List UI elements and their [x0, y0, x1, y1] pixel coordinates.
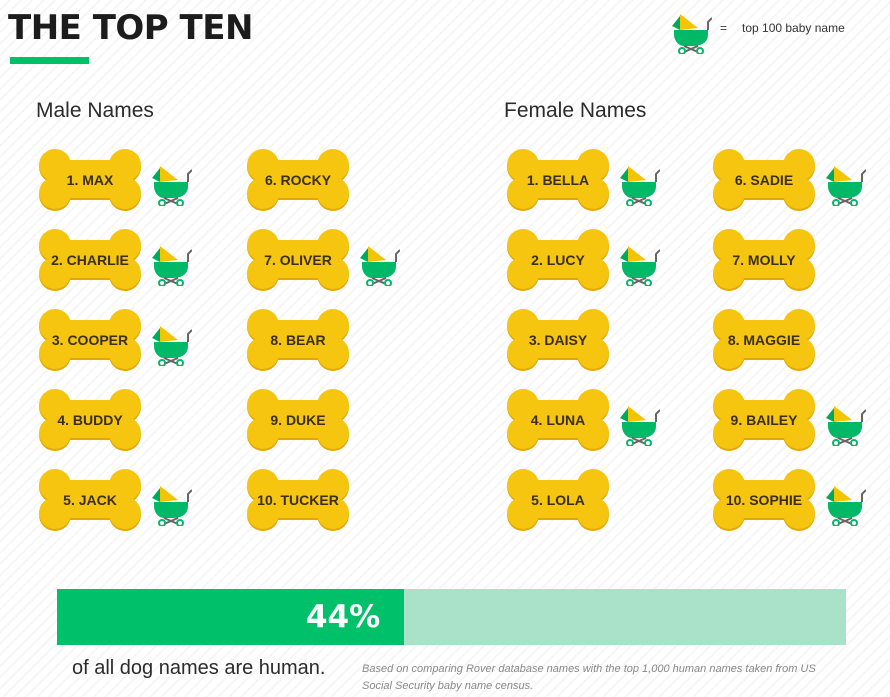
baby-stroller-icon: [668, 4, 713, 55]
female-name-label: 2. LUCY: [531, 252, 585, 268]
male-name-bone: 10. TUCKER: [244, 468, 352, 532]
male-name-label: 7. OLIVER: [264, 252, 332, 268]
male-name-label: 3. COOPER: [51, 332, 129, 348]
female-name-bone: 5. LOLA: [504, 468, 612, 532]
female-name-bone: 9. BAILEY: [710, 388, 818, 452]
stat-percent: 44%: [305, 599, 381, 635]
male-name-bone: 6. ROCKY: [244, 148, 352, 212]
baby-stroller-icon: [148, 236, 193, 287]
male-name-label: 10. TUCKER: [257, 492, 339, 508]
male-name-bone: 4. BUDDY: [36, 388, 144, 452]
baby-stroller-icon: [148, 316, 193, 367]
male-name-bone: 2. CHARLIE: [36, 228, 144, 292]
baby-stroller-icon: [356, 236, 401, 287]
female-name-label: 7. MOLLY: [732, 252, 796, 268]
female-name-label: 1. BELLA: [526, 172, 590, 188]
male-name-label: 6. ROCKY: [264, 172, 332, 188]
female-name-bone: 7. MOLLY: [710, 228, 818, 292]
female-names-heading: Female Names: [504, 99, 647, 122]
legend-equals: =: [720, 21, 728, 35]
baby-stroller-icon: [822, 156, 867, 207]
male-name-label: 9. DUKE: [270, 412, 326, 428]
female-name-label: 5. LOLA: [531, 492, 585, 508]
female-name-bone: 4. LUNA: [504, 388, 612, 452]
male-name-label: 4. BUDDY: [57, 412, 123, 428]
stat-footnote: Based on comparing Rover database names …: [362, 663, 816, 692]
male-names-heading: Male Names: [36, 99, 154, 122]
stat-bar-fill: 44%: [57, 589, 405, 645]
female-name-label: 9. BAILEY: [730, 412, 798, 428]
female-name-label: 10. SOPHIE: [725, 492, 803, 508]
female-name-bone: 3. DAISY: [504, 308, 612, 372]
female-name-label: 4. LUNA: [530, 412, 586, 428]
female-name-label: 3. DAISY: [528, 332, 588, 348]
female-name-bone: 1. BELLA: [504, 148, 612, 212]
female-name-bone: 2. LUCY: [504, 228, 612, 292]
baby-stroller-icon: [822, 476, 867, 527]
baby-stroller-icon: [616, 156, 661, 207]
baby-stroller-icon: [148, 476, 193, 527]
male-name-bone: 1. MAX: [36, 148, 144, 212]
male-name-bone: 3. COOPER: [36, 308, 144, 372]
male-name-bone: 8. BEAR: [244, 308, 352, 372]
male-name-bone: 9. DUKE: [244, 388, 352, 452]
male-name-label: 2. CHARLIE: [51, 252, 129, 268]
male-name-bone: 5. JACK: [36, 468, 144, 532]
female-name-bone: 8. MAGGIE: [710, 308, 818, 372]
page-title: THE TOP TEN: [8, 8, 253, 48]
baby-stroller-icon: [822, 396, 867, 447]
male-name-label: 5. JACK: [63, 492, 117, 508]
female-name-label: 6. SADIE: [734, 172, 794, 188]
title-underline: [10, 57, 89, 64]
baby-stroller-icon: [616, 396, 661, 447]
legend-label: top 100 baby name: [742, 21, 845, 35]
female-name-bone: 6. SADIE: [710, 148, 818, 212]
female-name-label: 8. MAGGIE: [727, 332, 801, 348]
male-name-bone: 7. OLIVER: [244, 228, 352, 292]
male-name-label: 1. MAX: [66, 172, 114, 188]
baby-stroller-icon: [616, 236, 661, 287]
stat-tagline: of all dog names are human.: [72, 657, 326, 679]
male-name-label: 8. BEAR: [270, 332, 326, 348]
female-name-bone: 10. SOPHIE: [710, 468, 818, 532]
legend: = top 100 baby name: [668, 4, 878, 55]
baby-stroller-icon: [148, 156, 193, 207]
stat-bar: 44%: [57, 589, 846, 645]
